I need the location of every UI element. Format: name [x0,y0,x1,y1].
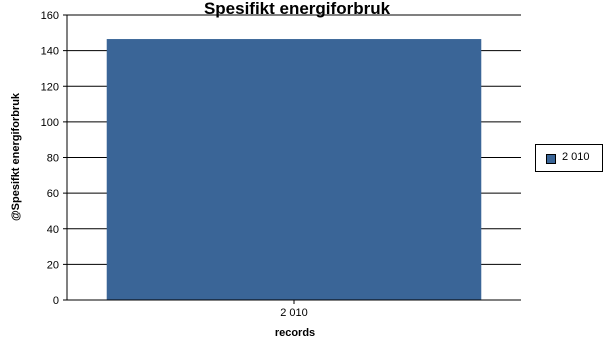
y-tick-label: 160 [41,10,59,22]
x-tick-labels: 2 010 [280,307,308,319]
bars [106,39,482,300]
y-axis-title: @Spesifkt energiforbruk [10,92,22,221]
y-tick-label: 60 [47,188,59,200]
axes [63,14,521,304]
chart-title: Spesifikt energiforbruk [204,0,391,18]
y-tick-label: 0 [53,295,59,307]
y-tick-label: 140 [41,46,59,58]
y-tick-labels: 0 20 40 60 80 100 120 140 160 [41,10,59,307]
y-tick-label: 40 [47,224,59,236]
y-tick-label: 20 [47,259,59,271]
y-tick-label: 120 [41,81,59,93]
y-tick-label: 100 [41,117,59,129]
legend-swatch [546,154,556,164]
x-axis-title: records [275,327,315,338]
legend-label: 2 010 [562,151,590,163]
x-tick-label: 2 010 [280,307,308,319]
bar [106,39,482,300]
legend: 2 010 [535,144,603,172]
y-tick-label: 80 [47,153,59,165]
